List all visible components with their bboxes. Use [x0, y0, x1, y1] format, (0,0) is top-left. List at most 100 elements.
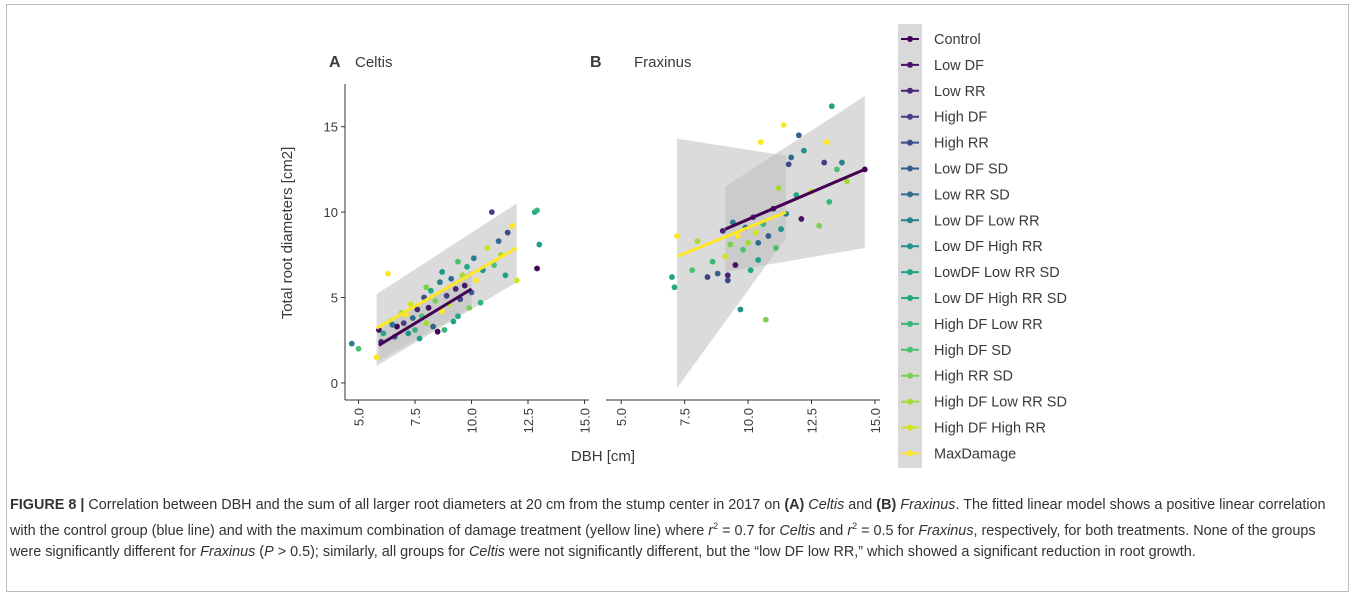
- data-point: [839, 159, 845, 166]
- caption-text: Celtis: [808, 497, 845, 513]
- legend-key-dot: [907, 450, 913, 457]
- legend-key-dot: [907, 372, 913, 379]
- y-tick-label: 15: [324, 120, 338, 135]
- confidence-band: [376, 203, 517, 366]
- data-point: [671, 284, 678, 291]
- data-point: [394, 323, 400, 330]
- panel-letter: A: [329, 54, 341, 71]
- data-point: [502, 272, 509, 279]
- fit-line: [724, 168, 866, 231]
- data-point: [724, 272, 731, 279]
- data-point: [674, 233, 680, 239]
- caption-text: Correlation between DBH and the sum of a…: [84, 497, 785, 513]
- data-point: [821, 159, 828, 166]
- x-tick-label: 10.0: [741, 408, 756, 433]
- legend-key-dot: [907, 217, 913, 224]
- data-point: [778, 226, 784, 233]
- data-point: [495, 238, 502, 245]
- legend-label: High RR SD: [934, 369, 1013, 385]
- data-point: [788, 154, 795, 161]
- data-point: [752, 229, 759, 236]
- caption-text: = 0.5 for: [857, 522, 919, 539]
- data-point: [455, 258, 461, 265]
- x-tick-label: 7.5: [678, 408, 693, 426]
- data-point: [427, 287, 434, 294]
- data-point: [732, 262, 739, 268]
- legend-label: Low RR: [934, 84, 986, 100]
- caption-text: were not significantly different, but th…: [504, 543, 1196, 560]
- data-point: [719, 227, 726, 234]
- data-point: [439, 308, 446, 315]
- legend-key-dot: [907, 87, 913, 94]
- x-tick-label: 12.5: [805, 408, 820, 433]
- data-point: [484, 245, 491, 251]
- data-point: [455, 313, 461, 320]
- data-point: [755, 257, 762, 263]
- caption-text: (A): [784, 497, 805, 513]
- data-point: [473, 277, 479, 284]
- caption-text: P: [264, 543, 274, 560]
- x-tick-label: 5.0: [614, 408, 629, 426]
- data-point: [443, 292, 450, 299]
- data-point: [373, 354, 380, 361]
- legend-key-dot: [907, 191, 913, 198]
- data-point: [823, 139, 830, 145]
- data-point: [461, 282, 468, 289]
- caption-text: (: [255, 543, 265, 560]
- legend-label: Low DF SD: [934, 162, 1008, 178]
- legend-label: Low DF High RR: [934, 239, 1043, 255]
- data-point: [477, 299, 484, 306]
- caption-text: 2: [852, 521, 858, 531]
- data-point: [740, 246, 746, 253]
- x-tick-label: 10.0: [465, 408, 480, 433]
- data-point: [669, 274, 675, 280]
- caption-text: Fraxinus: [900, 497, 956, 513]
- data-point: [423, 320, 430, 327]
- data-point: [536, 241, 543, 248]
- caption-text: and: [844, 497, 877, 513]
- legend-key-dot: [907, 320, 913, 327]
- legend-label: High DF Low RR: [934, 317, 1043, 333]
- data-point: [385, 270, 391, 277]
- legend-label: MaxDamage: [934, 446, 1016, 462]
- data-point: [785, 161, 792, 168]
- data-point: [775, 185, 782, 192]
- data-point: [380, 330, 387, 337]
- data-point: [432, 298, 439, 304]
- data-point: [348, 340, 355, 347]
- legend-label: Control: [934, 32, 981, 48]
- data-point: [780, 122, 787, 128]
- legend-key-dot: [907, 139, 913, 146]
- data-point: [416, 335, 423, 342]
- data-point: [355, 345, 362, 352]
- data-point: [509, 222, 516, 229]
- caption-text: and: [815, 522, 848, 539]
- x-tick-label: 15.0: [868, 408, 883, 433]
- data-point: [412, 327, 418, 333]
- data-point: [816, 222, 823, 229]
- caption-text: . The fitted linear model shows a positi…: [10, 497, 1326, 539]
- data-point: [704, 274, 711, 280]
- legend-key-dot: [907, 424, 913, 431]
- data-point: [826, 198, 833, 205]
- caption-text: Fraxinus: [200, 543, 256, 560]
- x-axis-label: DBH [cm]: [571, 448, 635, 465]
- data-point: [436, 279, 443, 286]
- data-point: [724, 277, 731, 284]
- fit-line: [378, 287, 473, 347]
- data-point: [488, 209, 495, 216]
- data-point: [793, 192, 800, 198]
- data-point: [464, 263, 470, 270]
- figure-frame: [6, 4, 1349, 592]
- data-point: [407, 301, 414, 308]
- data-point: [694, 238, 701, 245]
- legend-key-dot: [907, 61, 913, 68]
- data-point: [448, 275, 455, 282]
- panel-a: A Celtis 5.0 7.5 10.0 12.5 15.0 0 5 10 15: [324, 54, 593, 433]
- legend: Control Low DF Low RR High DF High RR Low DF …: [898, 24, 1067, 468]
- legend-label: High DF High RR: [934, 421, 1046, 437]
- y-tick-label: 0: [331, 376, 338, 391]
- legend-label: Low DF Low RR: [934, 213, 1040, 229]
- data-point: [513, 277, 520, 284]
- legend-label: High DF Low RR SD: [934, 395, 1067, 411]
